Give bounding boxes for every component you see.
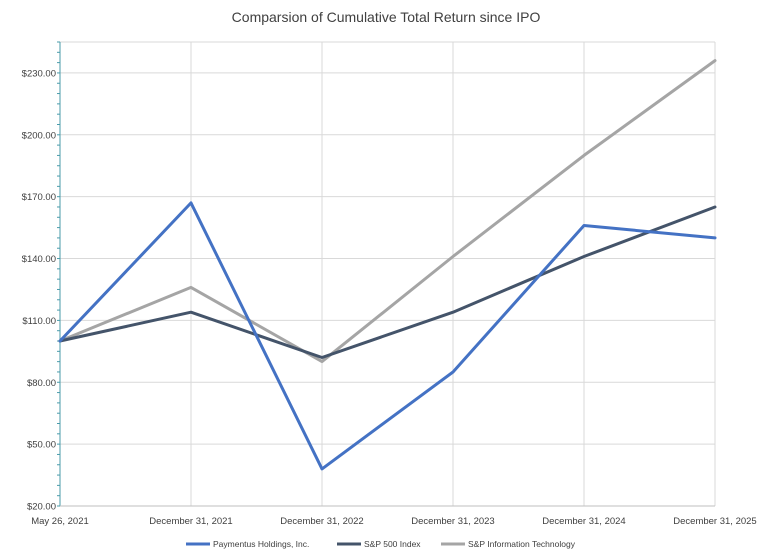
y-tick-label: $170.00 <box>22 192 56 203</box>
series-line-2 <box>58 59 717 364</box>
x-tick-label: December 31, 2025 <box>673 516 756 527</box>
legend-label: S&P 500 Index <box>364 539 421 549</box>
y-tick-label: $80.00 <box>27 378 56 389</box>
legend-label: S&P Information Technology <box>468 539 576 549</box>
y-tick-label: $50.00 <box>27 440 56 451</box>
axes <box>57 41 715 507</box>
x-tick-label: December 31, 2021 <box>149 516 232 527</box>
y-tick-label: $110.00 <box>22 316 56 327</box>
x-axis-ticks: May 26, 2021 December 31, 2021 December 31… <box>31 516 757 527</box>
legend: Paymentus Holdings, Inc. S&P 500 Index S&P… <box>186 539 576 549</box>
y-tick-label: $20.00 <box>27 502 56 513</box>
series-lines <box>58 59 717 471</box>
y-tick-label: $200.00 <box>22 130 56 141</box>
x-tick-label: December 31, 2023 <box>411 516 494 527</box>
grid-lines <box>60 41 716 506</box>
y-axis-ticks: $20.00 $50.00 $80.00 $110.00 $140.00 $170.00 $… <box>22 68 56 512</box>
x-tick-label: December 31, 2022 <box>280 516 363 527</box>
x-tick-label: May 26, 2021 <box>31 516 89 527</box>
y-tick-label: $230.00 <box>22 68 56 79</box>
chart-title: Comparsion of Cumulative Total Return si… <box>232 9 541 25</box>
series-line-1 <box>58 205 717 359</box>
legend-label: Paymentus Holdings, Inc. <box>213 539 309 549</box>
series-line-0 <box>58 201 717 471</box>
x-tick-label: December 31, 2024 <box>542 516 625 527</box>
y-tick-label: $140.00 <box>22 254 56 265</box>
